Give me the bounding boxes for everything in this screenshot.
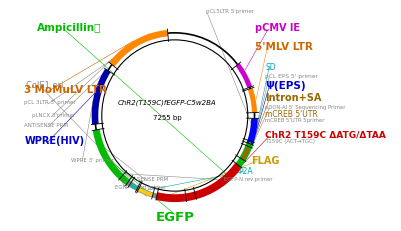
Text: pCL 3LTR 3' primer: pCL 3LTR 3' primer xyxy=(24,100,76,105)
Text: ColE1 ori: ColE1 ori xyxy=(26,81,64,90)
Polygon shape xyxy=(241,146,251,160)
Text: 3'MoMuLV LTR: 3'MoMuLV LTR xyxy=(24,85,107,95)
Text: pLNCX 3'primer: pLNCX 3'primer xyxy=(32,113,75,118)
Text: AmpicillinⓇ: AmpicillinⓇ xyxy=(37,23,101,33)
Polygon shape xyxy=(160,31,168,37)
Polygon shape xyxy=(250,89,255,96)
Polygon shape xyxy=(129,183,138,190)
Polygon shape xyxy=(245,141,251,149)
Polygon shape xyxy=(251,118,257,126)
Text: pDON-AI 5' Sequencing Primer: pDON-AI 5' Sequencing Primer xyxy=(265,105,346,110)
Text: ChR2 T159C ΔATG/ΔTAA: ChR2 T159C ΔATG/ΔTAA xyxy=(265,131,386,140)
Text: P2A: P2A xyxy=(238,167,253,176)
Text: ANTISENSE PRM: ANTISENSE PRM xyxy=(24,123,68,128)
Polygon shape xyxy=(236,63,252,88)
Polygon shape xyxy=(122,177,128,184)
Text: WPRE(HIV): WPRE(HIV) xyxy=(24,136,84,146)
Polygon shape xyxy=(247,118,258,145)
Text: SENSE PRM: SENSE PRM xyxy=(137,177,168,182)
Text: SD: SD xyxy=(265,63,276,72)
Polygon shape xyxy=(238,65,244,72)
Text: 7255 bp: 7255 bp xyxy=(153,115,182,121)
Polygon shape xyxy=(92,69,111,125)
Polygon shape xyxy=(248,88,257,113)
Text: T159C (ACT→TGC): T159C (ACT→TGC) xyxy=(265,139,316,144)
Text: 5'MLV LTR: 5'MLV LTR xyxy=(255,42,312,52)
Polygon shape xyxy=(138,188,153,197)
Polygon shape xyxy=(109,30,168,67)
Polygon shape xyxy=(93,129,130,185)
Text: ChR2(T159C)fEGFP-C5w2BA: ChR2(T159C)fEGFP-C5w2BA xyxy=(118,100,217,106)
Text: mCREB 5'UTR 5primer: mCREB 5'UTR 5primer xyxy=(265,118,325,123)
Polygon shape xyxy=(101,70,108,78)
Polygon shape xyxy=(157,194,164,201)
Text: pCL EPS 5' primer: pCL EPS 5' primer xyxy=(265,74,318,79)
Text: EGFP: EGFP xyxy=(155,211,194,224)
Polygon shape xyxy=(194,140,254,198)
Polygon shape xyxy=(244,146,249,154)
Polygon shape xyxy=(156,163,242,202)
Polygon shape xyxy=(138,189,146,194)
Text: FLAG: FLAG xyxy=(251,156,279,166)
Text: pCMV IE: pCMV IE xyxy=(255,23,300,33)
Text: WPRE 3' primer: WPRE 3' primer xyxy=(71,158,114,163)
Text: mCREB 5'UTR: mCREB 5'UTR xyxy=(265,110,318,119)
Text: Intron+SA: Intron+SA xyxy=(265,93,322,103)
Polygon shape xyxy=(119,175,186,201)
Text: pCL5LTR 5'primer: pCL5LTR 5'primer xyxy=(206,9,254,14)
Polygon shape xyxy=(130,184,137,188)
Text: Ψ(EPS): Ψ(EPS) xyxy=(265,81,306,91)
Text: EGFP-C fwd primer: EGFP-C fwd primer xyxy=(115,185,166,190)
Text: EGFP-N rev primer: EGFP-N rev primer xyxy=(224,177,272,182)
Polygon shape xyxy=(120,176,128,182)
